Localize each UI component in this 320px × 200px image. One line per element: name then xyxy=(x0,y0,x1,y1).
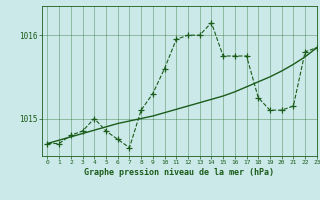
X-axis label: Graphe pression niveau de la mer (hPa): Graphe pression niveau de la mer (hPa) xyxy=(84,168,274,177)
